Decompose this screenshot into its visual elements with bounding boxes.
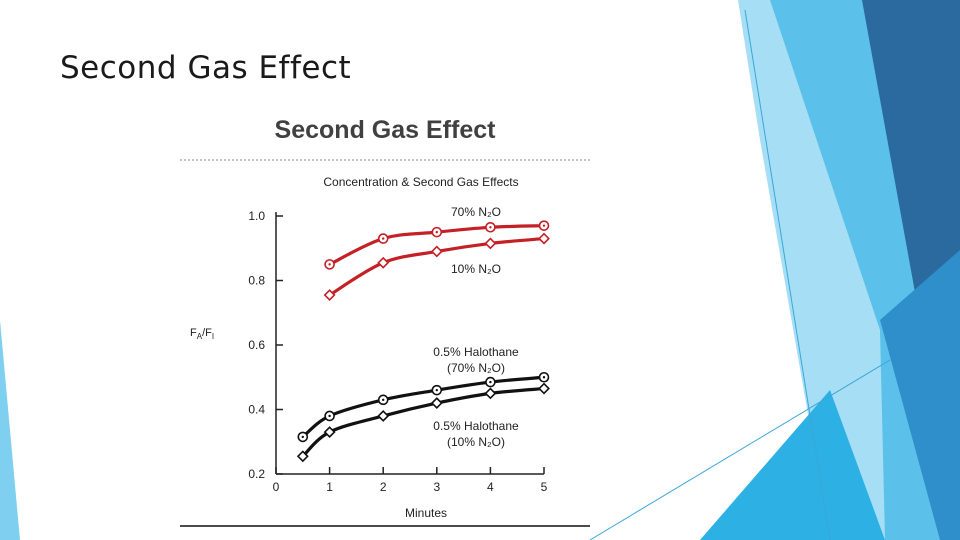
data-point-diamond — [377, 410, 390, 422]
series-label: 0.5% Halothane (70% N₂O) — [433, 345, 519, 375]
data-point-diamond — [484, 387, 497, 400]
data-point-center — [435, 388, 438, 392]
y-tick-label: 0.6 — [248, 338, 265, 352]
x-axis-label: Minutes — [405, 506, 447, 520]
deco-shape-blue — [880, 250, 960, 540]
data-point-center — [542, 376, 546, 379]
chart-figure: Second Gas Effect Concentration & Second… — [180, 108, 590, 538]
y-tick-label: 0.2 — [248, 467, 265, 481]
line-chart: Concentration & Second Gas Effects 0.20.… — [180, 159, 590, 527]
x-tick-label: 1 — [326, 480, 333, 494]
data-point-center — [301, 435, 304, 439]
data-point-center — [382, 237, 385, 240]
x-tick-label: 4 — [487, 480, 494, 494]
x-tick-label: 3 — [433, 480, 440, 494]
data-point-diamond — [296, 450, 309, 463]
deco-line-2 — [589, 359, 891, 540]
data-point-diamond — [430, 245, 443, 258]
data-point-diamond — [377, 256, 390, 269]
data-point-diamond — [430, 397, 443, 409]
figure-title: Second Gas Effect — [274, 116, 496, 144]
series-label: 10% N₂O — [451, 262, 501, 276]
y-tick-label: 1.0 — [248, 209, 265, 223]
data-point-center — [382, 398, 385, 402]
data-point-center — [489, 380, 492, 384]
x-tick-label: 5 — [541, 480, 548, 494]
data-point-center — [435, 230, 438, 234]
y-tick-label: 0.8 — [248, 274, 265, 288]
y-tick-label: 0.4 — [248, 403, 265, 417]
series-label: 70% N₂O — [451, 205, 501, 219]
chart-axes: 0.2 0.4 0.6 0.8 1.0 0 1 2 3 4 5 — [248, 209, 547, 494]
deco-line — [744, 9, 831, 540]
slide-title: Second Gas Effect — [60, 50, 352, 86]
deco-shape-left — [0, 320, 20, 540]
data-point-diamond — [323, 289, 336, 301]
deco-shape-bright — [700, 390, 885, 540]
x-tick-label: 2 — [380, 480, 387, 494]
data-point-diamond — [323, 426, 336, 439]
deco-shape-dark — [862, 0, 960, 320]
series-label: 0.5% Halothane (10% N₂O) — [433, 419, 519, 449]
data-point-diamond — [538, 232, 550, 245]
data-point-center — [542, 224, 546, 227]
y-axis-label: FA/FI — [190, 327, 214, 341]
data-point-diamond — [538, 382, 550, 395]
chart-title: Concentration & Second Gas Effects — [323, 175, 518, 189]
data-point-center — [489, 226, 492, 229]
data-point-center — [328, 263, 331, 266]
data-point-diamond — [484, 237, 497, 250]
chart-series: 70% N₂O 10% N₂O 0.5% Halothane (70% N₂O) 0.5… — [296, 205, 550, 463]
data-point-center — [328, 414, 331, 418]
x-tick-label: 0 — [273, 480, 280, 494]
